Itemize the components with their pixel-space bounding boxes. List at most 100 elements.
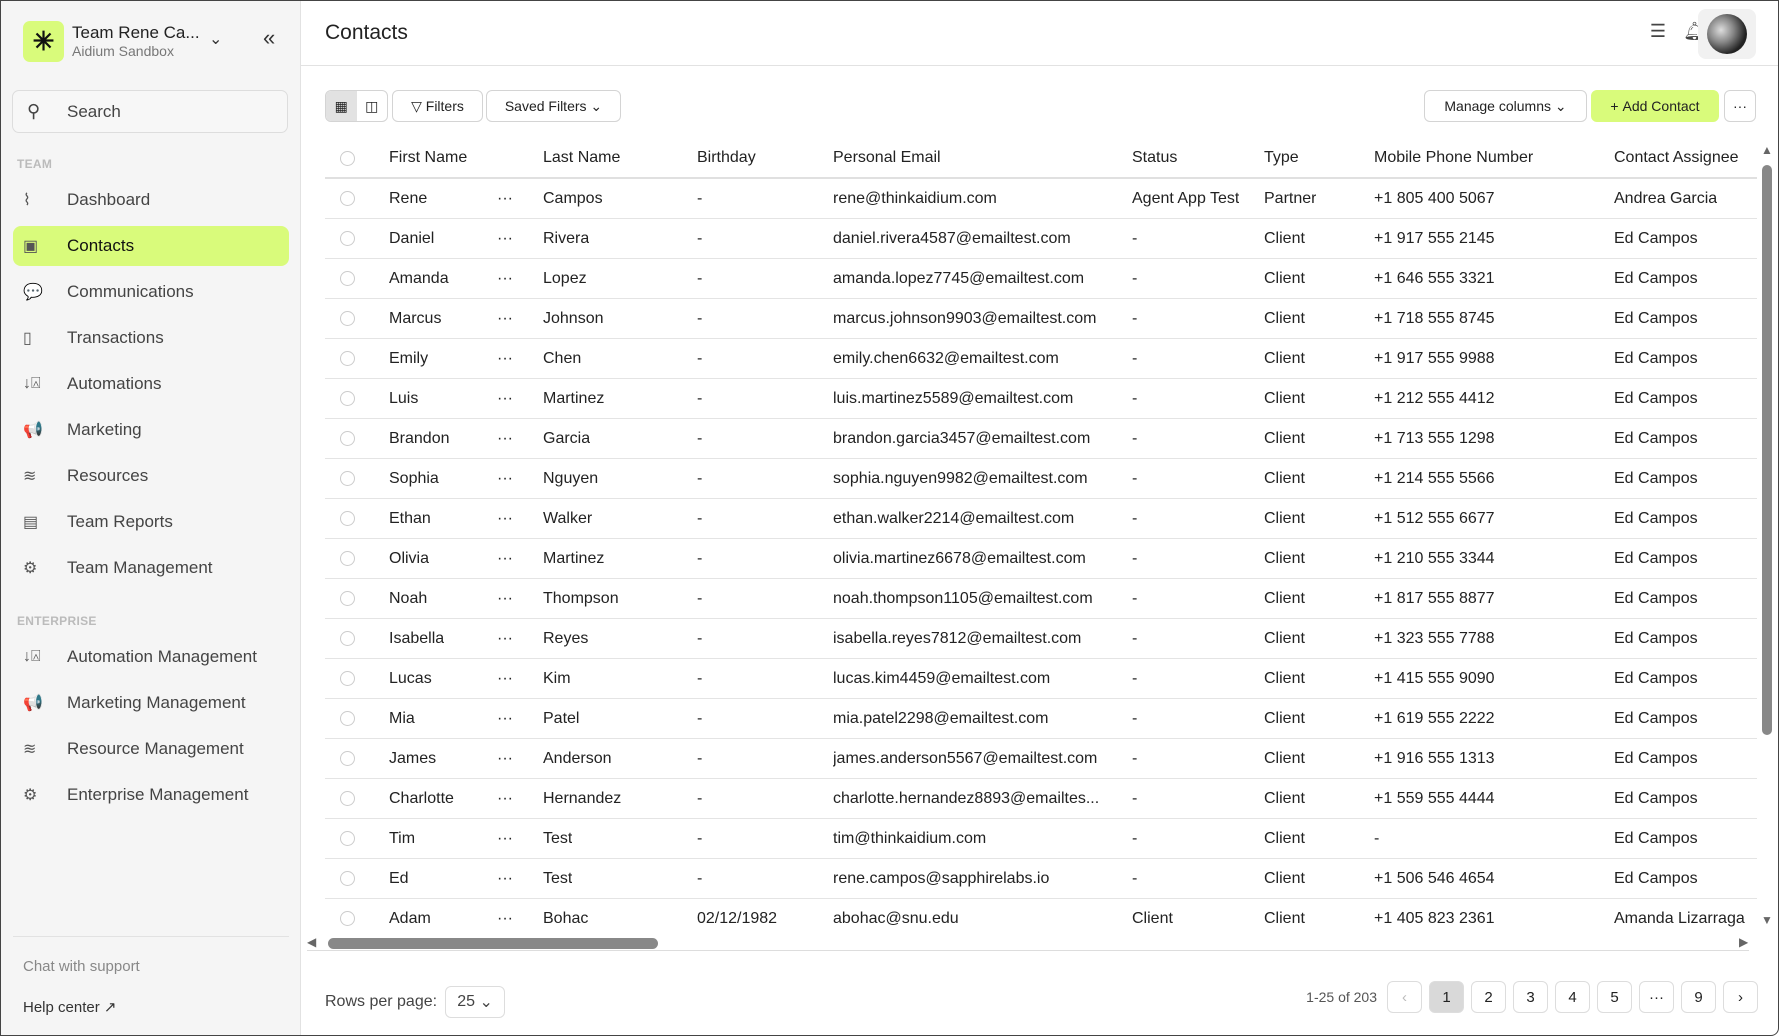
row-checkbox[interactable]: [340, 911, 355, 926]
row-menu-button[interactable]: ···: [497, 549, 513, 567]
row-menu-button[interactable]: ···: [497, 309, 513, 327]
search-input[interactable]: ⚲ Search: [12, 90, 288, 133]
sidebar-item-contacts[interactable]: ▣ Contacts: [13, 226, 289, 266]
next-page-button[interactable]: ›: [1723, 981, 1758, 1013]
row-checkbox[interactable]: [340, 351, 355, 366]
table-row[interactable]: ··· Isabella Reyes - isabella.reyes7812@emai…: [325, 619, 1757, 659]
horizontal-scrollbar[interactable]: ◀ ▶: [307, 933, 1749, 951]
row-menu-button[interactable]: ···: [497, 349, 513, 367]
table-row[interactable]: ··· Olivia Martinez - olivia.martinez6678@em…: [325, 539, 1757, 579]
page-button[interactable]: 1: [1429, 981, 1464, 1013]
board-view-icon[interactable]: ◫: [365, 97, 379, 114]
row-checkbox[interactable]: [340, 471, 355, 486]
table-row[interactable]: ··· Ed Test - rene.campos@sapphirelabs.io - Cl…: [325, 859, 1757, 899]
page-button[interactable]: 5: [1597, 981, 1632, 1013]
row-menu-button[interactable]: ···: [497, 269, 513, 287]
vertical-scroll-thumb[interactable]: [1762, 165, 1772, 735]
row-checkbox[interactable]: [340, 431, 355, 446]
sidebar-item-communications[interactable]: 💬 Communications: [13, 272, 289, 312]
row-menu-button[interactable]: ···: [497, 749, 513, 767]
row-menu-button[interactable]: ···: [497, 469, 513, 487]
row-checkbox[interactable]: [340, 751, 355, 766]
table-row[interactable]: ··· Adam Bohac 02/12/1982 abohac@snu.edu Clie…: [325, 899, 1757, 934]
table-row[interactable]: ··· Sophia Nguyen - sophia.nguyen9982@emailt…: [325, 459, 1757, 499]
row-checkbox[interactable]: [340, 231, 355, 246]
scroll-up-icon[interactable]: ▲: [1761, 143, 1773, 157]
row-checkbox[interactable]: [340, 311, 355, 326]
row-menu-button[interactable]: ···: [497, 709, 513, 727]
row-checkbox[interactable]: [340, 671, 355, 686]
table-row[interactable]: ··· Tim Test - tim@thinkaidium.com - Client - Ed…: [325, 819, 1757, 859]
table-row[interactable]: ··· Brandon Garcia - brandon.garcia3457@emai…: [325, 419, 1757, 459]
sidebar-item-transactions[interactable]: ▯ Transactions: [13, 318, 289, 358]
scroll-right-icon[interactable]: ▶: [1739, 935, 1749, 949]
table-view-icon[interactable]: ▦: [326, 91, 357, 121]
table-row[interactable]: ··· Luis Martinez - luis.martinez5589@emailt…: [325, 379, 1757, 419]
row-checkbox[interactable]: [340, 391, 355, 406]
sidebar-item-resource-management[interactable]: ≋ Resource Management: [13, 729, 289, 769]
page-button[interactable]: 4: [1555, 981, 1590, 1013]
sidebar-item-marketing-management[interactable]: 📢 Marketing Management: [13, 683, 289, 723]
table-row[interactable]: ··· Mia Patel - mia.patel2298@emailtest.com -…: [325, 699, 1757, 739]
column-header-birthday[interactable]: Birthday: [697, 149, 756, 166]
row-checkbox[interactable]: [340, 631, 355, 646]
row-checkbox[interactable]: [340, 711, 355, 726]
sidebar-item-team-management[interactable]: ⚙ Team Management: [13, 548, 289, 588]
sidebar-item-marketing[interactable]: 📢 Marketing: [13, 410, 289, 450]
scroll-down-icon[interactable]: ▼: [1761, 913, 1773, 927]
row-menu-button[interactable]: ···: [497, 589, 513, 607]
table-row[interactable]: ··· Emily Chen - emily.chen6632@emailtest.co…: [325, 339, 1757, 379]
pagination-ellipsis[interactable]: ···: [1639, 981, 1674, 1013]
row-menu-button[interactable]: ···: [497, 229, 513, 247]
column-header-first-name[interactable]: First Name: [389, 149, 468, 166]
table-row[interactable]: ··· Noah Thompson - noah.thompson1105@emailt…: [325, 579, 1757, 619]
sidebar-item-automation-management[interactable]: ↓⍓ Automation Management: [13, 637, 289, 677]
filters-button[interactable]: ▽ Filters: [392, 90, 483, 122]
checklist-icon[interactable]: ☰: [1649, 21, 1666, 41]
sidebar-item-team-reports[interactable]: ▤ Team Reports: [13, 502, 289, 542]
row-menu-button[interactable]: ···: [497, 189, 513, 207]
table-row[interactable]: ··· Marcus Johnson - marcus.johnson9903@emai…: [325, 299, 1757, 339]
row-checkbox[interactable]: [340, 191, 355, 206]
chevron-down-icon[interactable]: ⌄: [209, 31, 223, 48]
table-row[interactable]: ··· James Anderson - james.anderson5567@emai…: [325, 739, 1757, 779]
table-row[interactable]: ··· Rene Campos - rene@thinkaidium.com Agent …: [325, 179, 1757, 219]
collapse-sidebar-icon[interactable]: «: [263, 25, 276, 50]
sidebar-item-automations[interactable]: ↓⍓ Automations: [13, 364, 289, 404]
row-checkbox[interactable]: [340, 511, 355, 526]
select-all-checkbox[interactable]: [340, 150, 355, 166]
help-center-link[interactable]: Help center ↗: [23, 999, 117, 1016]
page-button[interactable]: 2: [1471, 981, 1506, 1013]
more-options-button[interactable]: ···: [1724, 90, 1756, 122]
table-row[interactable]: ··· Charlotte Hernandez - charlotte.hernande…: [325, 779, 1757, 819]
row-menu-button[interactable]: ···: [497, 909, 513, 927]
page-button[interactable]: 9: [1681, 981, 1716, 1013]
manage-columns-button[interactable]: Manage columns ⌄: [1424, 90, 1587, 122]
row-menu-button[interactable]: ···: [497, 429, 513, 447]
prev-page-button[interactable]: ‹: [1387, 981, 1422, 1013]
column-header-personal-email[interactable]: Personal Email: [833, 149, 941, 166]
table-row[interactable]: ··· Lucas Kim - lucas.kim4459@emailtest.com -…: [325, 659, 1757, 699]
team-switcher[interactable]: ✳ Team Rene Ca... Aidium Sandbox: [23, 21, 200, 62]
row-checkbox[interactable]: [340, 791, 355, 806]
table-row[interactable]: ··· Ethan Walker - ethan.walker2214@emailtes…: [325, 499, 1757, 539]
row-menu-button[interactable]: ···: [497, 669, 513, 687]
column-header-contact-assignee[interactable]: Contact Assignee: [1614, 149, 1739, 166]
column-header-mobile-phone[interactable]: Mobile Phone Number: [1374, 149, 1534, 166]
sidebar-item-dashboard[interactable]: ⌇ Dashboard: [13, 180, 289, 220]
table-row[interactable]: ··· Daniel Rivera - daniel.rivera4587@emailt…: [325, 219, 1757, 259]
row-menu-button[interactable]: ···: [497, 869, 513, 887]
row-checkbox[interactable]: [340, 591, 355, 606]
page-button[interactable]: 3: [1513, 981, 1548, 1013]
row-menu-button[interactable]: ···: [497, 509, 513, 527]
vertical-scrollbar[interactable]: ▲ ▼: [1759, 143, 1775, 933]
column-header-last-name[interactable]: Last Name: [543, 149, 621, 166]
sidebar-item-resources[interactable]: ≋ Resources: [13, 456, 289, 496]
add-contact-button[interactable]: + Add Contact: [1591, 90, 1719, 122]
saved-filters-button[interactable]: Saved Filters ⌄: [486, 90, 621, 122]
row-menu-button[interactable]: ···: [497, 789, 513, 807]
row-menu-button[interactable]: ···: [497, 629, 513, 647]
row-menu-button[interactable]: ···: [497, 389, 513, 407]
column-header-status[interactable]: Status: [1132, 149, 1178, 166]
column-header-type[interactable]: Type: [1264, 149, 1299, 166]
